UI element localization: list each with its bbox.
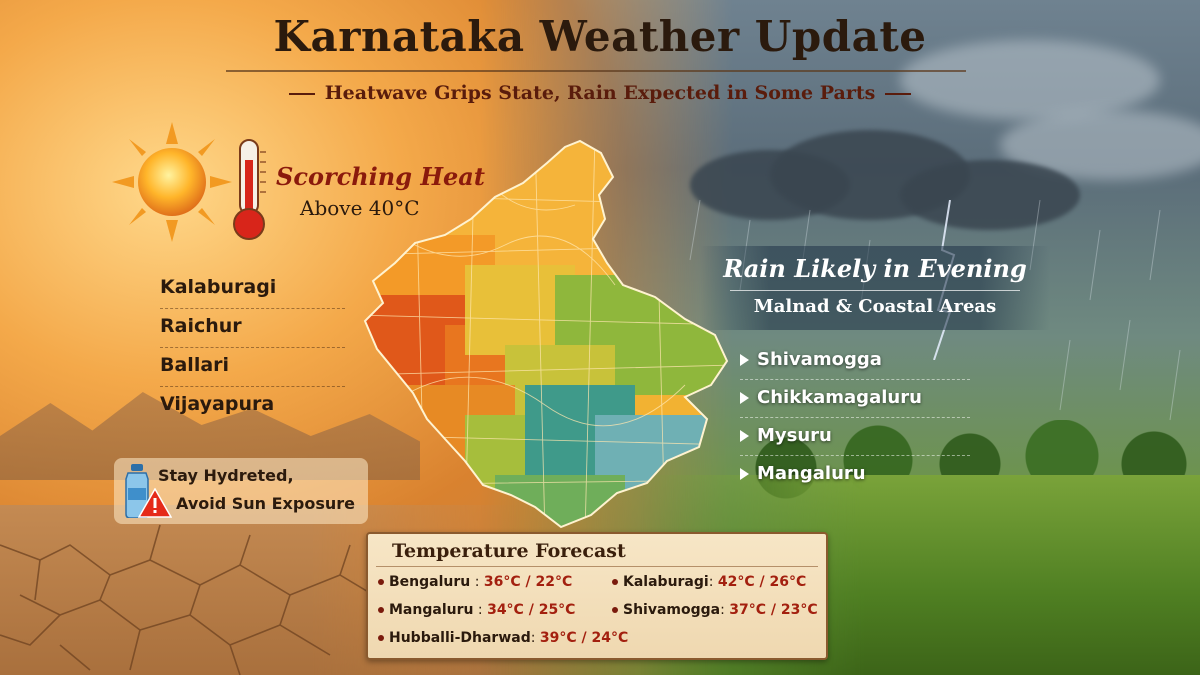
cracks-pattern	[0, 524, 441, 675]
list-item: Raichur	[160, 309, 345, 348]
forecast-city: Hubballi-Dharwad	[389, 630, 531, 646]
list-item: Shivamogga	[740, 342, 970, 380]
advice-line-1: Stay Hydreted,	[158, 466, 294, 485]
forecast-temps: 34°C / 25°C	[487, 602, 576, 618]
forecast-row: Hubballi-Dharwad: 39°C / 24°C	[378, 630, 628, 646]
thermometer-icon	[233, 139, 266, 240]
forecast-city: Shivamogga	[623, 602, 721, 618]
subtitle-dash-left	[288, 93, 315, 95]
forecast-city: Bengaluru	[389, 574, 471, 590]
rain-title: Rain Likely in Evening	[723, 254, 1027, 283]
list-item: Mysuru	[740, 418, 970, 456]
heat-district-list: Kalaburagi Raichur Ballari Vijayapura	[160, 270, 345, 426]
list-item: Mangaluru	[740, 456, 970, 494]
forecast-city: Mangaluru	[389, 602, 474, 618]
forecast-row: Shivamogga: 37°C / 23°C	[612, 602, 818, 618]
forecast-temps: 42°C / 26°C	[717, 574, 807, 590]
heat-subtitle: Above 40°C	[300, 196, 420, 220]
forecast-row: Kalaburagi: 42°C / 26°C	[612, 574, 806, 590]
rain-district-name: Shivamogga	[757, 349, 882, 370]
forecast-divider	[376, 566, 818, 567]
bullet-icon	[378, 579, 384, 585]
forecast-temps: 39°C / 24°C	[539, 630, 629, 646]
subtitle-text: Heatwave Grips State, Rain Expected in S…	[324, 82, 876, 104]
storm-cloud	[900, 160, 1080, 230]
forecast-temps: 37°C / 23°C	[729, 602, 818, 618]
play-arrow-icon	[740, 392, 749, 404]
play-arrow-icon	[740, 430, 749, 442]
title-divider	[226, 70, 966, 72]
temperature-forecast-card: Temperature Forecast Bengaluru : 36°C / …	[366, 532, 828, 660]
play-arrow-icon	[740, 468, 749, 480]
rain-panel: Rain Likely in Evening Malnad & Coastal …	[700, 246, 1050, 330]
heat-advice: Stay Hydreted, Avoid Sun Exposure	[114, 458, 368, 524]
page-title: Karnataka Weather Update	[273, 12, 927, 61]
rain-district-name: Chikkamagaluru	[757, 387, 922, 408]
warning-icon	[138, 488, 172, 518]
bullet-icon	[378, 607, 384, 613]
list-item: Vijayapura	[160, 393, 275, 415]
rain-district-name: Mangaluru	[757, 463, 866, 484]
subtitle-dash-right	[885, 93, 912, 95]
karnataka-map	[363, 139, 729, 529]
rain-district-name: Mysuru	[757, 425, 832, 446]
forecast-city: Kalaburagi	[623, 574, 709, 590]
forecast-title: Temperature Forecast	[392, 540, 626, 562]
rain-subtitle: Malnad & Coastal Areas	[753, 296, 997, 317]
bullet-icon	[612, 607, 618, 613]
list-item: Kalaburagi	[160, 270, 345, 309]
bullet-icon	[612, 579, 618, 585]
sun-icon	[112, 122, 232, 242]
rain-divider	[730, 290, 1020, 291]
forecast-row: Mangaluru : 34°C / 25°C	[378, 602, 575, 618]
background-cloud	[900, 40, 1160, 120]
bullet-icon	[378, 635, 384, 641]
page-subtitle: Heatwave Grips State, Rain Expected in S…	[0, 82, 1200, 104]
list-item: Chikkamagaluru	[740, 380, 970, 418]
forecast-row: Bengaluru : 36°C / 22°C	[378, 574, 572, 590]
forecast-temps: 36°C / 22°C	[483, 574, 573, 590]
list-item: Ballari	[160, 348, 345, 387]
play-arrow-icon	[740, 354, 749, 366]
rain-district-list: Shivamogga Chikkamagaluru Mysuru Mangalu…	[740, 342, 970, 494]
heat-title: Scorching Heat	[276, 162, 485, 191]
advice-line-2: Avoid Sun Exposure	[176, 494, 355, 513]
